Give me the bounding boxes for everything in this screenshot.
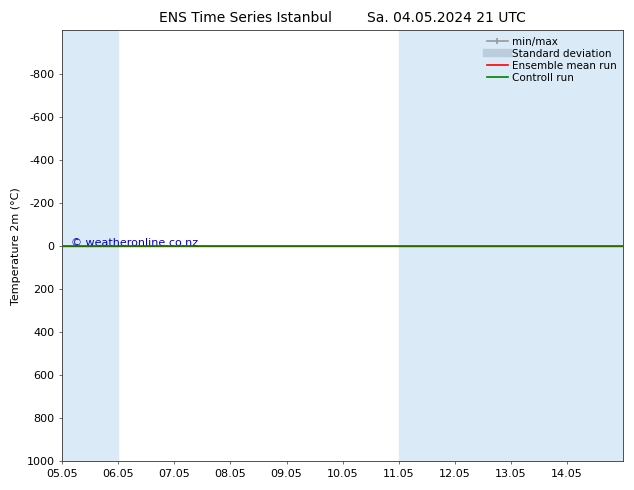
Bar — [62, 30, 119, 461]
Legend: min/max, Standard deviation, Ensemble mean run, Controll run: min/max, Standard deviation, Ensemble me… — [484, 34, 620, 86]
Bar — [511, 30, 623, 461]
Bar — [399, 30, 511, 461]
Title: ENS Time Series Istanbul        Sa. 04.05.2024 21 UTC: ENS Time Series Istanbul Sa. 04.05.2024 … — [159, 11, 526, 25]
Y-axis label: Temperature 2m (°C): Temperature 2m (°C) — [11, 187, 21, 305]
Text: © weatheronline.co.nz: © weatheronline.co.nz — [71, 238, 198, 248]
